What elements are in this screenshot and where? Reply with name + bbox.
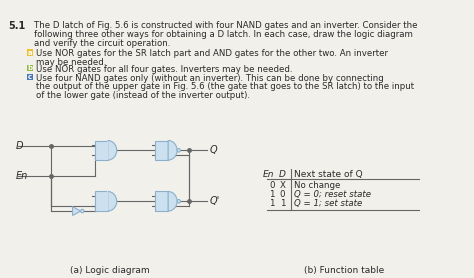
Wedge shape — [168, 192, 177, 211]
Wedge shape — [108, 192, 117, 211]
Circle shape — [81, 209, 84, 213]
Text: Q = 0; reset state: Q = 0; reset state — [294, 190, 371, 199]
FancyBboxPatch shape — [27, 74, 33, 80]
Text: the output of the upper gate in Fig. 5.6 (the gate that goes to the SR latch) to: the output of the upper gate in Fig. 5.6… — [36, 82, 414, 91]
Text: D: D — [278, 170, 285, 179]
Text: 0: 0 — [280, 190, 285, 199]
Wedge shape — [108, 140, 117, 160]
Text: 1: 1 — [269, 190, 274, 199]
Text: (b) Function table: (b) Function table — [304, 266, 384, 275]
Text: Use four NAND gates only (without an inverter). This can be done by connecting: Use four NAND gates only (without an inv… — [36, 74, 383, 83]
Text: c: c — [27, 74, 32, 80]
Text: Next state of Q: Next state of Q — [294, 170, 363, 179]
FancyBboxPatch shape — [27, 49, 33, 56]
Text: and verify the circuit operation.: and verify the circuit operation. — [34, 39, 170, 48]
FancyBboxPatch shape — [95, 140, 108, 160]
Text: of the lower gate (instead of the inverter output).: of the lower gate (instead of the invert… — [36, 91, 250, 100]
Text: En: En — [16, 171, 28, 181]
FancyBboxPatch shape — [27, 65, 33, 71]
Text: a: a — [27, 49, 32, 56]
Text: b: b — [27, 65, 32, 71]
Text: 1: 1 — [269, 199, 274, 208]
Text: 5.1: 5.1 — [9, 21, 26, 31]
Text: may be needed.: may be needed. — [36, 58, 106, 67]
Text: D: D — [16, 142, 23, 152]
FancyBboxPatch shape — [95, 192, 108, 211]
Text: Q = 1; set state: Q = 1; set state — [294, 199, 363, 208]
Text: Q': Q' — [209, 196, 219, 206]
Text: Q: Q — [209, 145, 217, 155]
Circle shape — [177, 200, 181, 203]
Text: following three other ways for obtaining a D latch. In each case, draw the logic: following three other ways for obtaining… — [34, 30, 413, 39]
Polygon shape — [73, 207, 81, 215]
Text: 0: 0 — [269, 181, 274, 190]
Text: 1: 1 — [280, 199, 285, 208]
Text: (a) Logic diagram: (a) Logic diagram — [70, 266, 149, 275]
Text: The D latch of Fig. 5.6 is constructed with four NAND gates and an inverter. Con: The D latch of Fig. 5.6 is constructed w… — [34, 21, 417, 30]
Text: Use NOR gates for all four gates. Inverters may be needed.: Use NOR gates for all four gates. Invert… — [36, 65, 292, 74]
FancyBboxPatch shape — [155, 140, 168, 160]
Text: Use NOR gates for the SR latch part and AND gates for the other two. An inverter: Use NOR gates for the SR latch part and … — [36, 49, 388, 58]
Text: X: X — [279, 181, 285, 190]
Circle shape — [177, 148, 181, 152]
Text: No change: No change — [294, 181, 341, 190]
Wedge shape — [168, 140, 177, 160]
FancyBboxPatch shape — [155, 192, 168, 211]
Text: En: En — [263, 170, 274, 179]
